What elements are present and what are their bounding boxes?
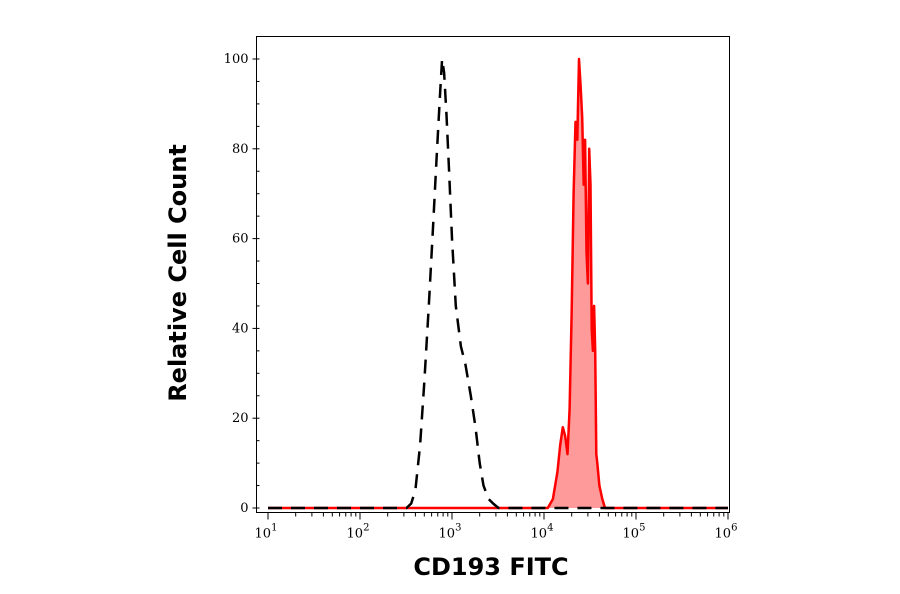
x-tick-label-2: 102: [347, 523, 370, 542]
x-tick-exponent: 2: [363, 523, 369, 534]
series-2-fill: [268, 59, 728, 508]
series-layer: [268, 57, 728, 510]
x-tick-label-5: 105: [623, 523, 646, 542]
series-2-line: [268, 57, 728, 510]
x-tick-label-6: 106: [715, 523, 738, 542]
x-tick-label-1: 101: [255, 523, 278, 542]
x-tick-exponent: 1: [271, 523, 277, 534]
x-tick-exponent: 6: [731, 523, 737, 534]
y-tick-label-100: 100: [224, 52, 249, 67]
x-axis-title: CD193 FITC: [413, 553, 568, 581]
x-tick-exponent: 3: [455, 523, 461, 534]
y-axis: 0 20 40 60 80 100: [224, 52, 260, 516]
y-tick-label-80: 80: [232, 142, 249, 157]
x-tick-label-4: 104: [531, 523, 554, 542]
plot-frame: [256, 36, 730, 513]
x-tick-exponent: 4: [547, 523, 553, 534]
series-1-line: [268, 57, 728, 510]
y-axis-title: Relative Cell Count: [164, 144, 192, 402]
x-tick-exponent: 5: [639, 523, 645, 534]
x-axis: 101 102 103 104 105 106: [255, 512, 738, 542]
y-tick-label-60: 60: [232, 232, 249, 247]
y-tick-label-40: 40: [232, 321, 249, 336]
x-tick-label-3: 103: [439, 523, 462, 542]
y-tick-label-20: 20: [232, 411, 249, 426]
y-tick-label-0: 0: [240, 501, 248, 516]
